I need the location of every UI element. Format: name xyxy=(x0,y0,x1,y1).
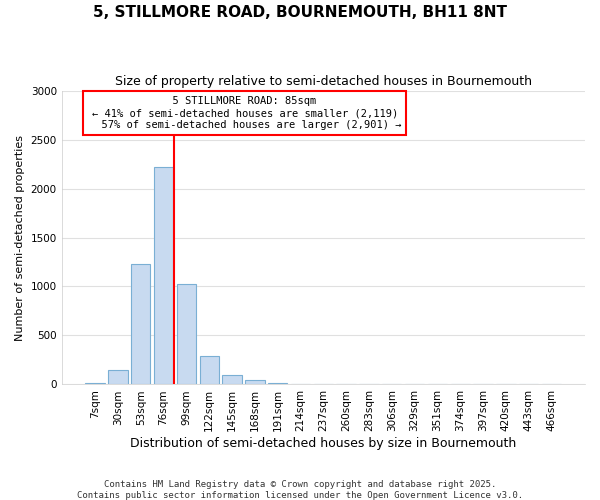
Bar xyxy=(245,380,265,384)
Y-axis label: Number of semi-detached properties: Number of semi-detached properties xyxy=(15,134,25,340)
Bar xyxy=(200,356,219,384)
Bar xyxy=(154,167,173,384)
Bar xyxy=(177,284,196,384)
Title: Size of property relative to semi-detached houses in Bournemouth: Size of property relative to semi-detach… xyxy=(115,75,532,88)
X-axis label: Distribution of semi-detached houses by size in Bournemouth: Distribution of semi-detached houses by … xyxy=(130,437,517,450)
Text: 5, STILLMORE ROAD, BOURNEMOUTH, BH11 8NT: 5, STILLMORE ROAD, BOURNEMOUTH, BH11 8NT xyxy=(93,5,507,20)
Bar xyxy=(131,264,151,384)
Bar xyxy=(223,374,242,384)
Text: Contains HM Land Registry data © Crown copyright and database right 2025.
Contai: Contains HM Land Registry data © Crown c… xyxy=(77,480,523,500)
Text: 5 STILLMORE ROAD: 85sqm  
← 41% of semi-detached houses are smaller (2,119)
  57: 5 STILLMORE ROAD: 85sqm ← 41% of semi-de… xyxy=(89,96,401,130)
Bar xyxy=(108,370,128,384)
